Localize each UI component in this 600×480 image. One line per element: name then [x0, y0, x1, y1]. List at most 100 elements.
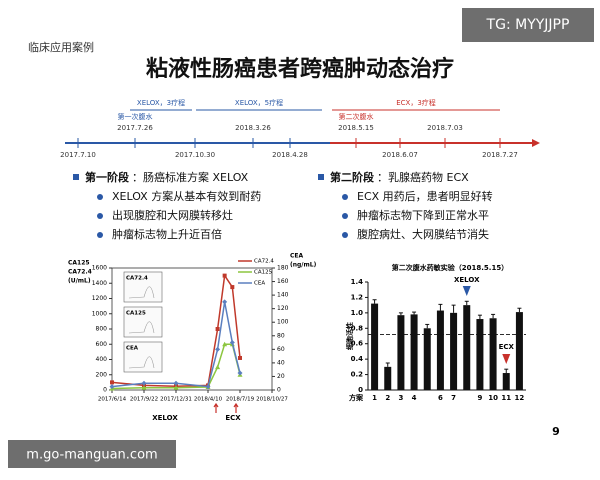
point	[215, 327, 220, 331]
point	[141, 385, 147, 390]
y2-tick-label: 60	[277, 346, 285, 353]
y-tick-label: 400	[96, 356, 108, 363]
y2-tick-label: 80	[277, 332, 285, 339]
legend-label: CEA	[254, 281, 265, 287]
bar	[502, 373, 510, 390]
x-tick-label: 2017/12/31	[160, 397, 192, 403]
x-tick-label: 1	[372, 394, 377, 402]
bar	[436, 310, 444, 390]
x-tick-label: 2018/7/19	[226, 397, 255, 403]
y2-tick-label: 20	[277, 373, 285, 380]
annotation: XELOX	[152, 414, 178, 422]
stage-item: 肿瘤标志物下降到正常水平	[357, 208, 489, 222]
timeline-date: 2018.3.26	[235, 124, 271, 132]
y-tick-label: 0.2	[351, 371, 364, 379]
y2-tick-label: 40	[277, 359, 285, 366]
red-arrow	[502, 354, 511, 364]
series-line	[111, 301, 241, 388]
inset-curve	[128, 356, 155, 369]
inset-curve	[128, 286, 155, 299]
x-tick-label: 9	[477, 394, 482, 402]
y-tick-label: 1600	[92, 265, 107, 272]
point	[173, 380, 179, 386]
stage-item: ECX 用药后，患者明显好转	[357, 189, 493, 203]
marker-label: 第一次腹水	[118, 112, 153, 121]
y-tick-label: 1.4	[351, 278, 364, 286]
timeline-date: 2018.6.07	[382, 151, 418, 159]
inset-label: CA72.4	[126, 276, 148, 282]
y-tick-label: 200	[96, 371, 108, 378]
x-tick-label: 10	[488, 394, 498, 402]
bar	[515, 312, 523, 390]
bullet-square	[318, 174, 324, 180]
point	[230, 285, 235, 290]
y2-tick-label: 100	[277, 319, 289, 326]
y-axis-label: CA72.4	[68, 269, 92, 276]
point	[222, 299, 228, 305]
y-tick-label: 600	[96, 341, 108, 348]
title: 粘液性肠癌患者跨癌肿动态治疗	[146, 56, 454, 82]
y2-tick-label: 140	[277, 292, 289, 299]
x-tick-label: 7	[451, 394, 456, 402]
bullet-square	[73, 174, 79, 180]
bullet-dot	[342, 232, 348, 238]
x-tick-label: 11	[501, 394, 511, 402]
footer-site: m.go-manguan.com	[26, 448, 157, 463]
bar	[476, 319, 484, 390]
y-tick-label: 0.6	[351, 340, 364, 348]
x-tick-label: 2017/6/14	[98, 397, 127, 403]
annotation: XELOX	[454, 276, 480, 284]
timeline-date: 2017.10.30	[175, 151, 215, 159]
marker-label: 第二次腹水	[339, 112, 374, 121]
y-tick-label: 1.2	[351, 293, 364, 301]
watermark: TG: MYYJJPP	[486, 17, 570, 33]
point	[222, 341, 228, 347]
annotation: ECX	[225, 414, 241, 422]
stage-subtitle: ：乳腺癌药物 ECX	[377, 170, 469, 184]
y2-tick-label: 120	[277, 305, 289, 312]
timeline-date: 2018.5.15	[338, 124, 374, 132]
phase-label: XELOX，3疗程	[137, 98, 185, 107]
x-tick-label: 2018/4/10	[194, 397, 223, 403]
point	[215, 346, 221, 352]
y-tick-label: 0	[358, 386, 363, 394]
red-arrow	[213, 402, 219, 413]
bar	[371, 303, 379, 390]
y2-tick-label: 160	[277, 278, 289, 285]
point	[222, 273, 227, 278]
stage-heading: 第一阶段	[85, 170, 129, 184]
timeline-date: 2018.7.03	[427, 124, 463, 132]
bar	[450, 312, 458, 390]
y-tick-label: 1400	[92, 280, 107, 287]
bar	[463, 305, 471, 390]
bar	[423, 328, 431, 390]
bullet-dot	[97, 213, 103, 219]
x-tick-label: 12	[515, 394, 525, 402]
bar	[397, 315, 405, 390]
phase-label: ECX，3疗程	[396, 98, 436, 107]
stage-subtitle: ：肠癌标准方案 XELOX	[132, 170, 249, 184]
y-tick-label: 0.8	[351, 324, 364, 332]
x-tick-label: 3	[398, 394, 403, 402]
point	[205, 384, 211, 390]
y2-axis-label: CEA	[290, 253, 304, 260]
red-arrow	[233, 402, 239, 413]
timeline-date: 2017.7.10	[60, 151, 96, 159]
point	[215, 364, 221, 370]
y-tick-label: 800	[96, 326, 108, 333]
point	[110, 380, 114, 385]
watermark-box	[462, 8, 594, 42]
stage-item: XELOX 方案从基本有效到耐药	[112, 189, 261, 203]
x-tick-label: 2017/9/22	[130, 397, 158, 403]
timeline-date: 2017.7.26	[117, 124, 153, 132]
inset-label: CEA	[126, 346, 139, 352]
legend-label: CA72.4	[254, 259, 274, 265]
timeline-arrow	[532, 139, 540, 147]
legend-label: CA125	[254, 270, 273, 276]
y-axis-label: (U/mL)	[68, 278, 91, 285]
point	[238, 355, 242, 360]
y-tick-label: 1200	[92, 295, 107, 302]
bullet-dot	[97, 232, 103, 238]
point	[229, 340, 235, 346]
